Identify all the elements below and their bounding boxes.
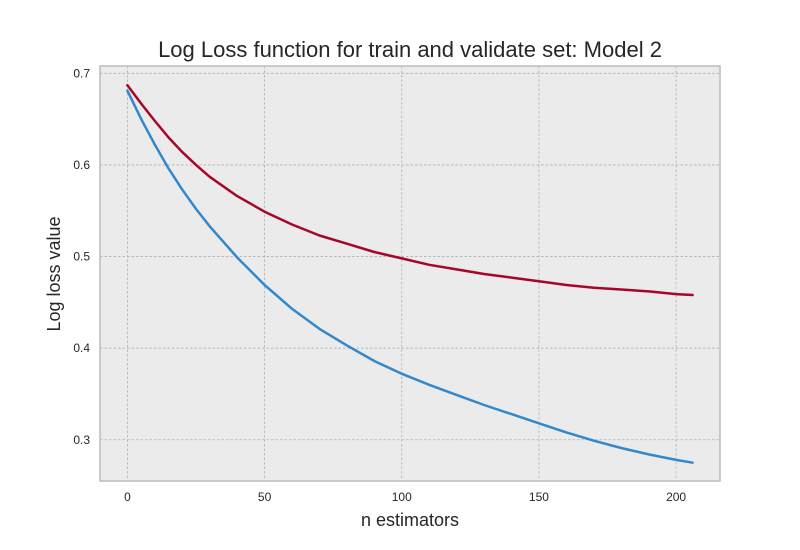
plot-area (100, 66, 720, 481)
x-tick-label: 0 (124, 490, 131, 504)
x-axis-label: n estimators (361, 510, 459, 530)
series-lines (126, 83, 694, 464)
plot-frame (99, 65, 721, 482)
tick-labels: 0 50 100 150 200 0.3 0.4 0.5 0.6 0.7 (73, 66, 686, 504)
y-tick-label: 0.6 (73, 158, 90, 172)
y-tick-label: 0.3 (73, 433, 90, 447)
grid (100, 66, 720, 481)
x-tick-label: 50 (258, 490, 272, 504)
series-line-2 (126, 83, 694, 297)
y-axis-label: Log loss value (44, 216, 64, 331)
x-tick-label: 150 (529, 490, 549, 504)
y-tick-label: 0.5 (73, 250, 90, 264)
y-tick-label: 0.4 (73, 341, 90, 355)
chart-title: Log Loss function for train and validate… (158, 37, 662, 62)
series-line-1 (126, 89, 694, 464)
x-tick-label: 200 (666, 490, 686, 504)
x-tick-label: 100 (392, 490, 412, 504)
y-tick-label: 0.7 (73, 66, 90, 80)
